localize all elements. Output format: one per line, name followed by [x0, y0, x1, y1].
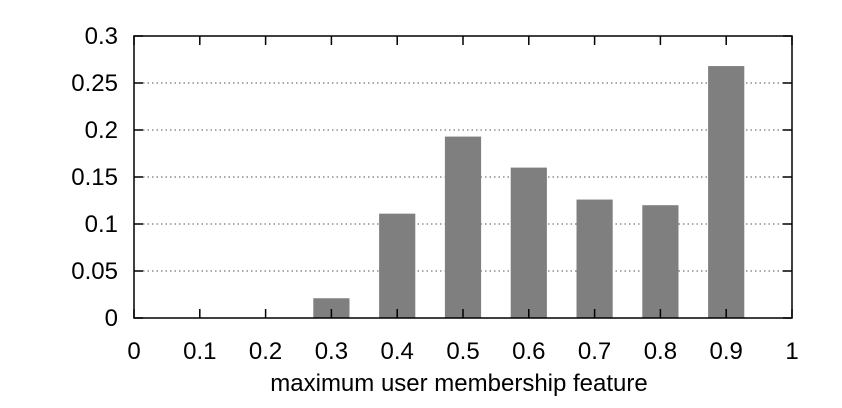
bars [313, 66, 745, 318]
x-tick-label: 0.5 [446, 338, 479, 365]
x-tick-label: 0.4 [381, 338, 414, 365]
y-tick-label: 0.15 [71, 164, 118, 191]
x-tick-label: 0.3 [315, 338, 348, 365]
x-tick-label: 0.7 [578, 338, 611, 365]
x-tick-labels: 0 0.1 0.2 0.3 0.4 0.5 0.6 0.7 0.8 0.9 1 [127, 338, 798, 365]
x-tick-label: 0.9 [710, 338, 743, 365]
bar [510, 167, 547, 318]
bar [444, 136, 482, 318]
y-tick-label: 0.3 [85, 23, 118, 50]
y-tick-label: 0.2 [85, 117, 118, 144]
y-tick-labels: 0 0.05 0.1 0.15 0.2 0.25 0.3 [71, 23, 118, 332]
x-axis-title: maximum user membership feature [270, 370, 647, 397]
y-tick-label: 0.1 [85, 211, 118, 238]
bar [313, 298, 350, 318]
y-tick-label: 0 [105, 305, 118, 332]
tick-marks [133, 35, 793, 319]
bar [576, 199, 613, 318]
bar [379, 213, 416, 318]
y-tick-label: 0.25 [71, 70, 118, 97]
x-tick-label: 0.1 [183, 338, 216, 365]
x-tick-label: 0.2 [249, 338, 282, 365]
x-tick-label: 1 [785, 338, 798, 365]
bar [708, 66, 745, 318]
x-tick-label: 0.8 [644, 338, 677, 365]
x-tick-label: 0.6 [512, 338, 545, 365]
y-tick-label: 0.05 [71, 258, 118, 285]
bar [642, 205, 679, 318]
x-tick-label: 0 [127, 338, 140, 365]
